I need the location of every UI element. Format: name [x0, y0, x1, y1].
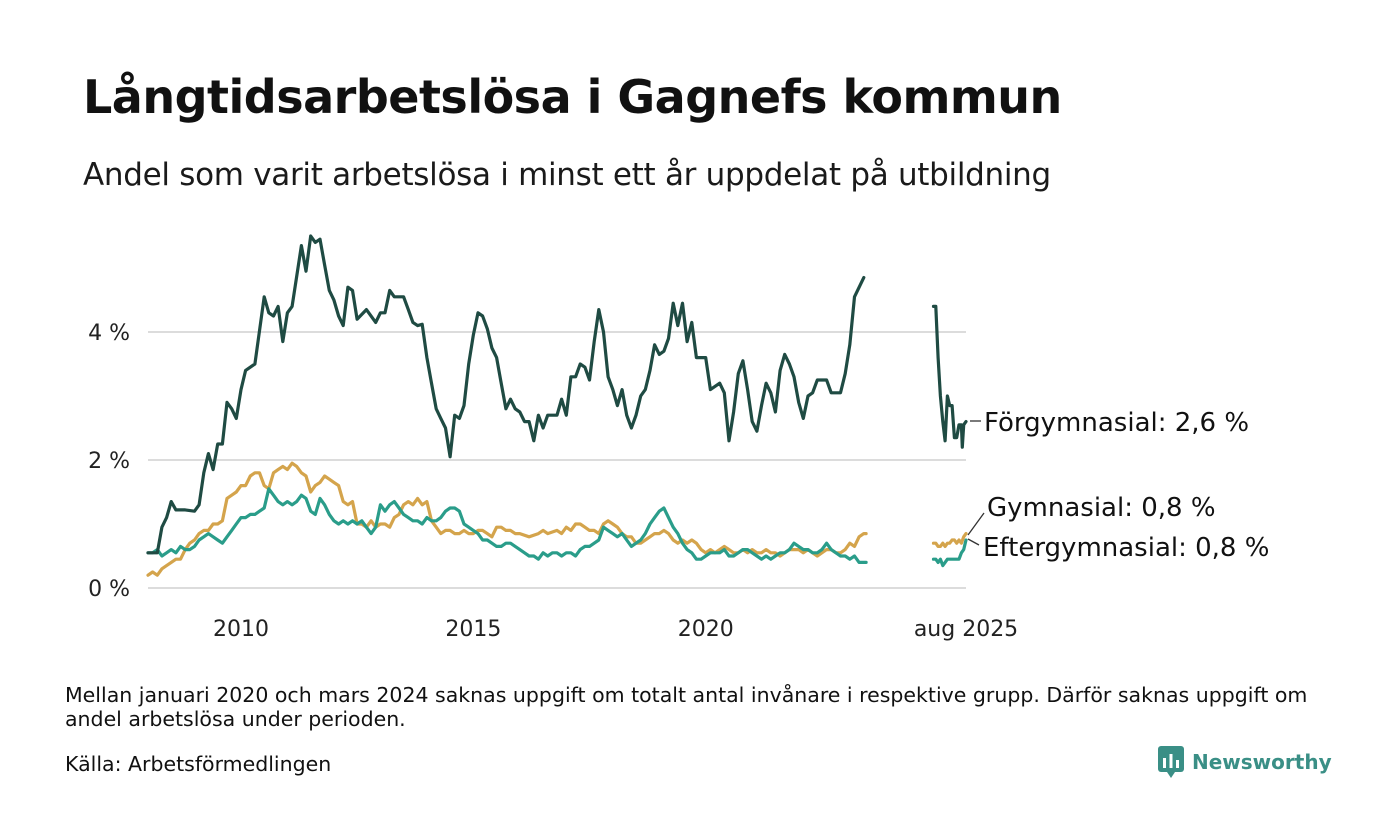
end-label-leader-eftergymnasial — [967, 538, 980, 546]
newsworthy-logo-text: Newsworthy — [1192, 750, 1332, 774]
x-tick-label-1: 2015 — [445, 617, 501, 642]
chart-source: Källa: Arbetsförmedlingen — [65, 752, 332, 776]
x-tick-label-2: 2020 — [678, 617, 734, 642]
chart-subtitle: Andel som varit arbetslösa i minst ett å… — [83, 157, 1051, 193]
chart-note: Mellan januari 2020 och mars 2024 saknas… — [65, 683, 1308, 731]
newsworthy-logo-icon — [1158, 746, 1184, 778]
series-line-gymnasial-segment-1 — [931, 532, 968, 548]
end-label-forgymnasial: Förgymnasial: 2,6 % — [984, 408, 1249, 438]
y-tick-label-2: 4 % — [88, 321, 130, 346]
x-tick-label-0: 2010 — [213, 617, 269, 642]
series-line-forgymnasial-segment-1 — [931, 304, 968, 449]
series-line-eftergymnasial-segment-0 — [146, 487, 868, 564]
series-line-forgymnasial-segment-0 — [146, 234, 866, 555]
end-label-leader-gymnasial — [967, 512, 985, 536]
line-chart: 0 % 2 % 4 % 2010 2015 2020 aug 2025 Förgymnasia… — [88, 234, 1269, 642]
end-label-eftergymnasial: Eftergymnasial: 0,8 % — [983, 533, 1269, 563]
newsworthy-logo: Newsworthy — [1158, 746, 1332, 778]
y-tick-label-0: 0 % — [88, 577, 130, 602]
series-line-eftergymnasial-segment-1 — [931, 538, 968, 568]
y-tick-label-1: 2 % — [88, 449, 130, 474]
chart-title: Långtidsarbetslösa i Gagnefs kommun — [83, 70, 1062, 124]
x-tick-label-3: aug 2025 — [914, 617, 1018, 642]
end-label-gymnasial: Gymnasial: 0,8 % — [987, 493, 1216, 523]
